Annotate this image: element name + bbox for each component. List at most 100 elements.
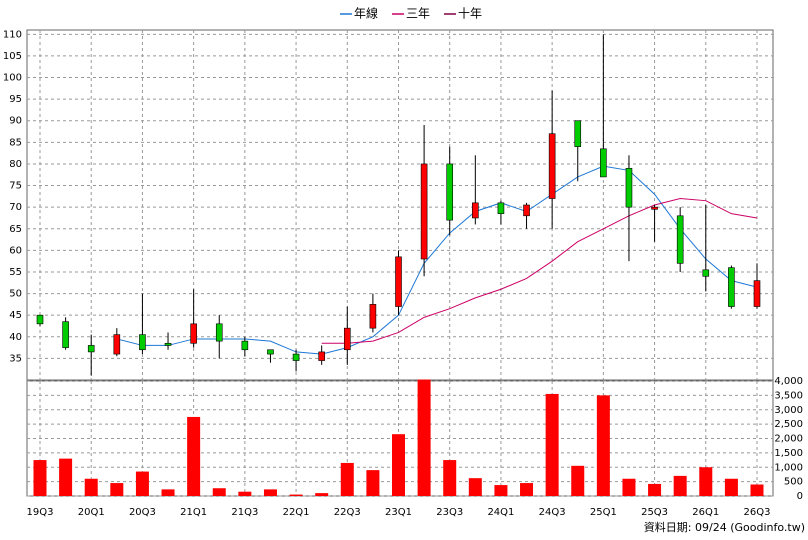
candle-body — [164, 342, 172, 346]
candle-body — [676, 215, 684, 264]
candle-body — [215, 323, 223, 342]
candle-body — [62, 321, 69, 348]
x-tick-label: 25Q1 — [590, 507, 617, 518]
price-frame — [26, 29, 774, 381]
candle-body — [267, 349, 274, 355]
volume-bar — [59, 458, 73, 496]
volume-bar — [161, 489, 175, 496]
volume-bar — [366, 470, 380, 496]
x-tick-label: 25Q3 — [641, 507, 668, 518]
candle-body — [702, 269, 710, 277]
candle-body — [292, 353, 300, 361]
candle-body — [36, 314, 44, 325]
y-tick-label: 35 — [9, 353, 22, 364]
y-tick-label: 40 — [9, 332, 22, 343]
volume-bar — [750, 484, 764, 496]
candle-body — [241, 340, 249, 351]
x-tick-label: 24Q1 — [487, 507, 514, 518]
footnote: 資料日期: 09/24 (Goodinfo.tw) — [644, 520, 805, 534]
x-tick-label: 20Q3 — [129, 507, 156, 518]
y2-tick-label: 500 — [784, 477, 803, 488]
x-tick-label: 24Q3 — [539, 507, 566, 518]
y-tick-label: 90 — [9, 116, 22, 127]
candle-body — [472, 202, 479, 219]
volume-bar — [238, 491, 252, 496]
volume-bar — [468, 478, 482, 496]
volume-bar — [520, 483, 534, 496]
y2-tick-label: 4,000 — [774, 376, 803, 387]
candle-body — [446, 163, 454, 221]
volume-bar — [110, 483, 124, 496]
y-tick-label: 70 — [9, 202, 22, 213]
x-tick-label: 21Q3 — [231, 507, 258, 518]
volume-bar — [724, 478, 738, 496]
volume-bar — [289, 494, 303, 496]
volume-bar — [648, 483, 662, 496]
y2-tick-label: 1,500 — [774, 448, 803, 459]
y-tick-label: 50 — [9, 289, 22, 300]
y-tick-label: 110 — [3, 29, 22, 40]
candle-body — [113, 334, 121, 355]
volume-bar — [673, 475, 687, 496]
candle-body — [728, 267, 735, 307]
volume-bar — [263, 489, 277, 496]
y2-tick-label: 3,500 — [774, 390, 803, 401]
volume-bar — [622, 478, 636, 496]
y2-tick-label: 1,000 — [774, 462, 803, 473]
candle-body — [318, 351, 325, 361]
volume-bar — [699, 467, 713, 496]
y2-tick-label: 2,500 — [774, 419, 803, 430]
candle-body — [369, 304, 377, 329]
candle-body — [548, 133, 556, 199]
volume-bar — [596, 395, 610, 496]
y-tick-label: 75 — [9, 181, 22, 192]
y-tick-label: 60 — [9, 245, 22, 256]
volume-bar — [340, 462, 354, 496]
x-tick-label: 19Q3 — [27, 507, 54, 518]
legend-label: 年線 — [354, 6, 378, 21]
candle-body — [651, 206, 658, 210]
volume-bar — [392, 434, 405, 496]
volume-bar — [494, 485, 508, 496]
y-tick-label: 65 — [9, 224, 22, 235]
y2-tick-label: 3,000 — [774, 405, 803, 416]
x-tick-label: 23Q3 — [436, 507, 463, 518]
candle-body — [600, 148, 607, 178]
candle-body — [625, 167, 633, 208]
y-tick-label: 80 — [9, 159, 22, 170]
volume-bar — [571, 465, 585, 496]
x-tick-label: 22Q1 — [283, 507, 310, 518]
volume-bar — [84, 478, 98, 496]
x-tick-label: 22Q3 — [334, 507, 361, 518]
legend-label: 十年 — [458, 7, 482, 21]
candle-body — [497, 202, 505, 214]
volume-bar — [315, 493, 329, 496]
candle-body — [139, 334, 146, 351]
candle-body — [190, 323, 197, 344]
volume-bar — [135, 471, 149, 496]
candle-body — [343, 327, 351, 351]
y2-tick-label: 0 — [797, 491, 803, 502]
y2-tick-label: 2,000 — [774, 434, 803, 445]
candle-body — [87, 345, 95, 353]
volume-bar — [187, 416, 201, 496]
x-tick-label: 20Q1 — [78, 507, 105, 518]
y-tick-label: 105 — [3, 51, 22, 62]
y-tick-label: 45 — [9, 310, 22, 321]
candle-body — [753, 280, 761, 307]
y-tick-label: 55 — [9, 267, 22, 278]
legend-label: 三年 — [406, 7, 430, 21]
volume-bar — [417, 379, 431, 496]
x-tick-label: 23Q1 — [385, 507, 412, 518]
volume-bar — [33, 460, 47, 496]
line-series — [321, 198, 758, 344]
y-tick-label: 100 — [3, 73, 22, 84]
candle-body — [395, 256, 402, 307]
y-tick-label: 85 — [9, 137, 22, 148]
volume-bar — [443, 460, 457, 496]
candle-body — [420, 163, 428, 260]
volume-bar — [212, 488, 226, 496]
x-tick-label: 21Q1 — [180, 507, 207, 518]
x-tick-label: 26Q3 — [744, 507, 771, 518]
